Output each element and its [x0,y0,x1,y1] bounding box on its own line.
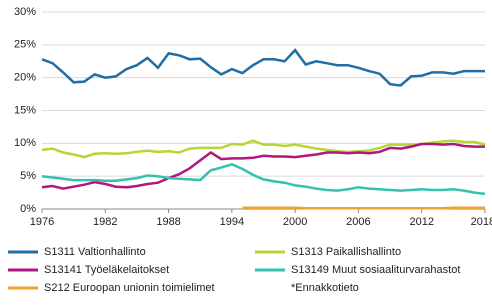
y-tick-label: 30% [14,6,36,18]
series-line [242,206,485,210]
y-tick-label: 5% [20,170,36,182]
legend-label: S212 Euroopan unionin toimielimet [44,282,215,294]
x-tick-label: 2006 [346,216,370,228]
y-tick-label: 0% [20,203,36,215]
y-tick-label: 20% [14,72,36,84]
x-tick-label: 2018* [471,216,492,228]
x-tick-label: 2000 [283,216,307,228]
series-line [41,142,485,190]
x-tick-label: 1988 [156,216,180,228]
y-tick-label: 15% [14,104,36,116]
x-tick-label: 1976 [30,216,54,228]
legend-label: S1311 Valtionhallinto [44,246,146,258]
legend-label: S1313 Paikallishallinto [291,246,401,258]
x-tick-label: 1994 [220,216,244,228]
series-line [41,162,486,196]
series-line [41,139,486,159]
series-line [41,48,485,87]
legend-label: S13149 Muut sosiaaliturvarahastot [291,264,460,276]
legend-label: S13141 Työeläkelaitokset [44,264,169,276]
y-tick-label: 10% [14,137,36,149]
y-tick-label: 25% [14,39,36,51]
x-tick-label: 2012 [409,216,433,228]
annotation: *Ennakkotieto [291,282,359,294]
x-tick-label: 1982 [93,216,117,228]
